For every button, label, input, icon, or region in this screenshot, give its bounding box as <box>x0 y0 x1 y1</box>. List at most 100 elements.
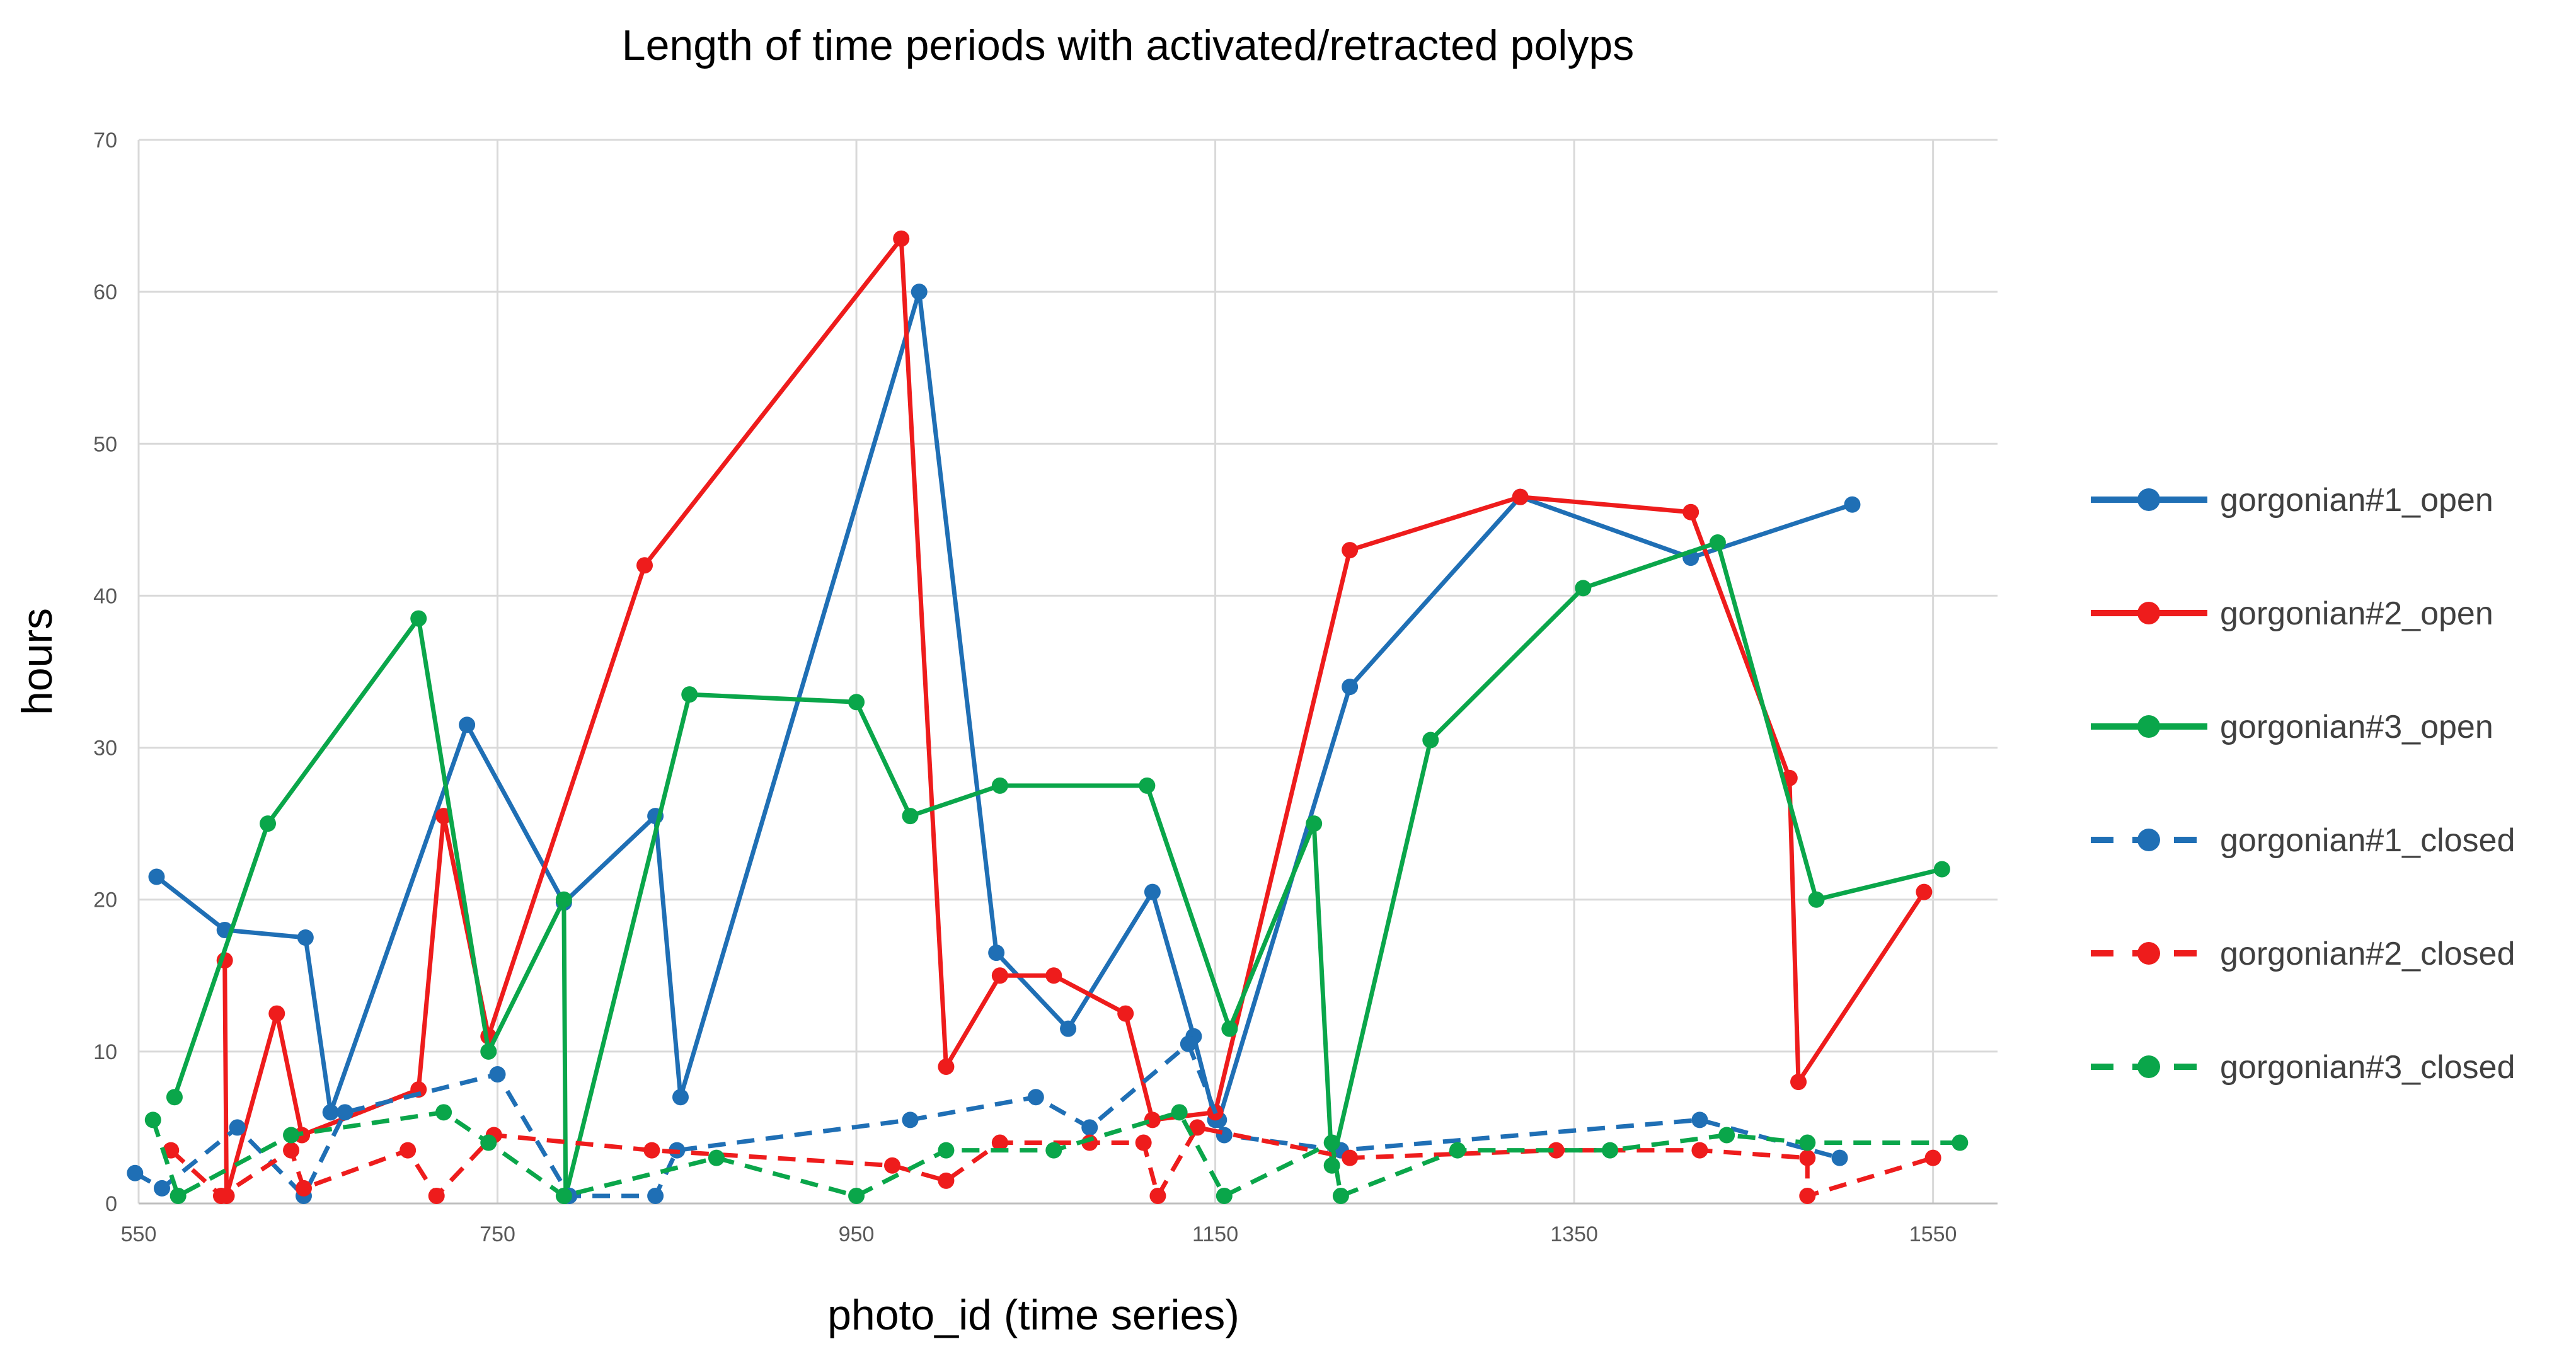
data-point-gorgonian#3_open <box>1306 815 1323 832</box>
x-tick-label: 750 <box>480 1222 515 1246</box>
data-point-gorgonian#1_open <box>988 945 1005 962</box>
data-point-gorgonian#2_open <box>1117 1005 1134 1022</box>
data-point-gorgonian#2_open <box>991 967 1008 984</box>
data-point-gorgonian#2_open <box>1790 1074 1807 1091</box>
y-axis-ticks: 0 10 20 30 40 50 60 70 <box>93 129 117 1216</box>
data-point-gorgonian#2_closed <box>938 1172 955 1189</box>
data-point-gorgonian#1_closed <box>902 1111 919 1128</box>
data-point-gorgonian#2_closed <box>212 1187 229 1204</box>
legend-label: gorgonian#2_closed <box>2220 936 2515 972</box>
legend-swatch-marker <box>2137 829 2160 851</box>
data-point-gorgonian#2_closed <box>295 1180 312 1197</box>
x-tick-label: 550 <box>121 1222 157 1246</box>
grid <box>137 139 1998 1205</box>
data-point-gorgonian#3_open <box>1808 891 1825 908</box>
data-point-gorgonian#2_closed <box>163 1142 180 1159</box>
data-point-gorgonian#1_closed <box>647 1187 664 1204</box>
data-point-gorgonian#2_closed <box>1799 1149 1816 1166</box>
data-point-gorgonian#1_closed <box>1691 1111 1708 1128</box>
data-point-gorgonian#3_open <box>1139 777 1156 794</box>
data-point-gorgonian#3_closed <box>938 1142 955 1159</box>
data-point-gorgonian#3_closed <box>170 1187 187 1204</box>
data-point-gorgonian#1_closed <box>489 1066 506 1083</box>
data-point-gorgonian#1_open <box>1060 1020 1077 1037</box>
data-point-gorgonian#3_open <box>991 777 1008 794</box>
data-point-gorgonian#2_open <box>268 1005 285 1022</box>
data-point-gorgonian#1_open <box>1844 496 1861 513</box>
data-point-gorgonian#2_closed <box>1189 1119 1206 1136</box>
data-point-gorgonian#2_closed <box>1691 1142 1708 1159</box>
legend-label: gorgonian#3_closed <box>2220 1049 2515 1086</box>
data-point-gorgonian#3_closed <box>1952 1134 1969 1151</box>
data-point-gorgonian#2_open <box>1045 967 1062 984</box>
data-point-gorgonian#1_closed <box>127 1164 144 1181</box>
data-point-gorgonian#3_closed <box>1323 1134 1340 1151</box>
data-point-gorgonian#1_closed <box>1027 1089 1044 1106</box>
data-point-gorgonian#3_closed <box>1171 1104 1188 1121</box>
y-tick-label: 20 <box>93 888 117 912</box>
data-point-gorgonian#2_open <box>893 230 910 247</box>
data-point-gorgonian#3_open <box>1422 732 1439 749</box>
series-line-gorgonian#1_closed <box>134 1042 1841 1198</box>
data-point-gorgonian#2_closed <box>884 1157 900 1174</box>
data-point-gorgonian#1_open <box>1342 679 1359 696</box>
data-point-gorgonian#1_open <box>297 929 314 946</box>
data-point-gorgonian#2_closed <box>1924 1149 1941 1166</box>
legend-swatch-marker <box>2137 602 2160 624</box>
x-axis-title: photo_id (time series) <box>827 1291 1239 1339</box>
data-point-gorgonian#3_closed <box>1332 1187 1349 1204</box>
data-point-gorgonian#3_closed <box>848 1187 865 1204</box>
data-point-gorgonian#2_closed <box>643 1142 660 1159</box>
data-point-gorgonian#1_closed <box>229 1119 246 1136</box>
data-point-gorgonian#3_closed <box>144 1111 161 1128</box>
data-point-gorgonian#2_closed <box>1342 1149 1359 1166</box>
y-tick-label: 40 <box>93 584 117 608</box>
data-point-gorgonian#3_closed <box>708 1149 725 1166</box>
x-tick-label: 1150 <box>1192 1222 1238 1246</box>
legend-label: gorgonian#2_open <box>2220 595 2493 632</box>
x-axis-ticks: 550 750 950 1150 1350 1550 <box>121 1222 1957 1246</box>
data-point-gorgonian#3_closed <box>1045 1142 1062 1159</box>
chart-title: Length of time periods with activated/re… <box>622 21 1634 69</box>
data-point-gorgonian#2_open <box>1144 1111 1161 1128</box>
data-point-gorgonian#2_closed <box>400 1142 417 1159</box>
data-point-gorgonian#3_open <box>1933 861 1950 878</box>
y-tick-label: 50 <box>93 432 117 456</box>
data-point-gorgonian#1_closed <box>1216 1127 1233 1144</box>
data-point-gorgonian#3_closed <box>1449 1142 1466 1159</box>
data-point-gorgonian#2_closed <box>283 1142 300 1159</box>
data-point-gorgonian#1_open <box>1144 883 1161 900</box>
data-point-gorgonian#1_open <box>459 716 476 733</box>
legend-swatch-marker <box>2137 942 2160 965</box>
data-point-gorgonian#3_open <box>1709 534 1726 551</box>
data-point-gorgonian#2_open <box>1682 503 1699 520</box>
data-point-gorgonian#3_closed <box>555 1187 572 1204</box>
data-point-gorgonian#1_closed <box>1081 1119 1098 1136</box>
legend-swatch-marker <box>2137 488 2160 511</box>
y-tick-label: 70 <box>93 129 117 152</box>
data-point-gorgonian#3_open <box>555 891 572 908</box>
data-point-gorgonian#2_open <box>1342 542 1359 559</box>
data-point-gorgonian#3_open <box>1575 580 1592 597</box>
data-point-gorgonian#1_open <box>911 284 928 301</box>
data-point-gorgonian#1_closed <box>1831 1149 1848 1166</box>
legend-swatch-marker <box>2137 1055 2160 1078</box>
data-point-gorgonian#2_closed <box>1149 1187 1166 1204</box>
series-line-gorgonian#1_open <box>155 289 1853 1122</box>
data-point-gorgonian#3_closed <box>1718 1127 1735 1144</box>
data-point-gorgonian#3_open <box>410 610 427 627</box>
data-point-gorgonian#2_closed <box>1548 1142 1565 1159</box>
data-point-gorgonian#2_open <box>1512 488 1529 505</box>
data-point-gorgonian#3_closed <box>283 1127 300 1144</box>
legend: gorgonian#1_open gorgonian#2_open gorgonia… <box>2091 482 2515 1086</box>
y-tick-label: 0 <box>105 1192 117 1216</box>
data-point-gorgonian#3_open <box>848 694 865 711</box>
data-point-gorgonian#2_open <box>636 557 653 574</box>
data-point-gorgonian#3_open <box>1221 1020 1238 1037</box>
data-point-gorgonian#2_closed <box>991 1134 1008 1151</box>
data-point-gorgonian#2_closed <box>1135 1134 1152 1151</box>
data-point-gorgonian#2_closed <box>428 1187 445 1204</box>
data-point-gorgonian#3_closed <box>1602 1142 1619 1159</box>
data-point-gorgonian#3_open <box>480 1043 497 1060</box>
